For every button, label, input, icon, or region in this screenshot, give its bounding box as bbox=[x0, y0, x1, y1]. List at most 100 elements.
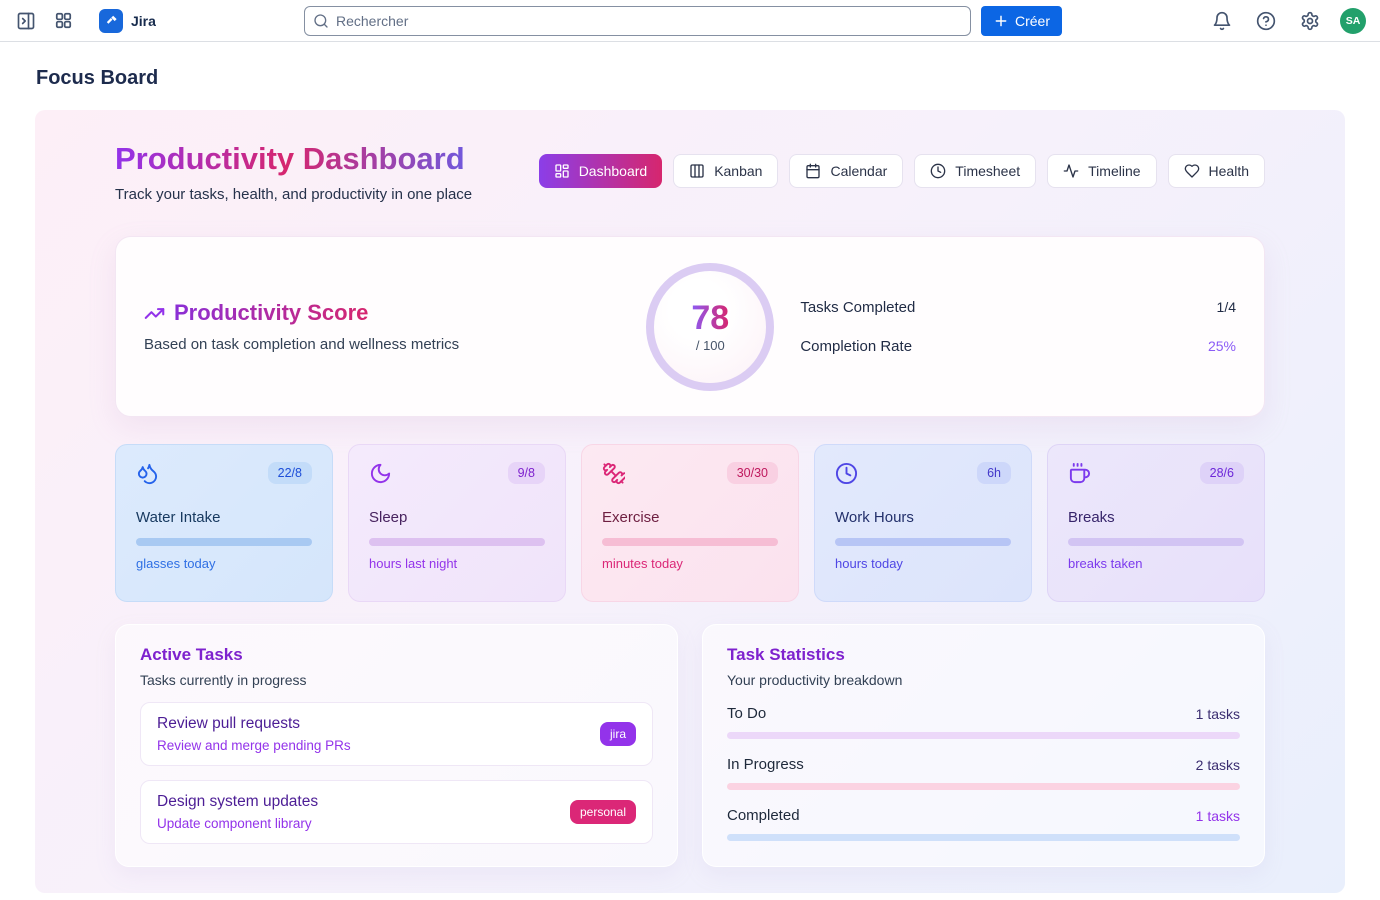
stats-value: 1 tasks bbox=[1195, 705, 1240, 722]
trending-up-icon bbox=[144, 303, 165, 324]
metric-card-water-intake[interactable]: 22/8 Water Intake glasses today bbox=[115, 444, 333, 602]
task-item-review-pull-requests[interactable]: Review pull requests Review and merge pe… bbox=[140, 702, 653, 766]
global-search bbox=[304, 5, 971, 36]
task-title: Design system updates bbox=[157, 793, 319, 810]
moon-icon bbox=[369, 462, 392, 485]
metric-progress-bar bbox=[835, 538, 1011, 546]
tab-calendar[interactable]: Calendar bbox=[789, 154, 904, 188]
stats-label: In Progress bbox=[727, 756, 804, 773]
score-value: 78 bbox=[691, 299, 730, 337]
metric-progress-bar bbox=[1068, 538, 1244, 546]
dashboard-subtitle: Track your tasks, health, and productivi… bbox=[115, 186, 473, 203]
productivity-score-card: Productivity Score Based on task complet… bbox=[115, 236, 1265, 417]
task-item-design-system-updates[interactable]: Design system updates Update component l… bbox=[140, 780, 653, 844]
tab-label: Timeline bbox=[1088, 163, 1141, 179]
task-tag-badge: personal bbox=[569, 800, 636, 824]
tab-timeline[interactable]: Timeline bbox=[1047, 154, 1157, 188]
metric-caption: minutes today bbox=[602, 556, 683, 571]
settings-button[interactable] bbox=[1296, 7, 1324, 35]
heart-icon bbox=[1184, 163, 1200, 179]
stat-tasks-completed: Tasks Completed 1/4 bbox=[800, 299, 1236, 316]
stats-label: To Do bbox=[727, 705, 767, 722]
calendar-icon bbox=[805, 163, 821, 179]
task-tag-badge: jira bbox=[599, 722, 636, 746]
clock-icon bbox=[835, 462, 858, 485]
metric-badge: 6h bbox=[977, 462, 1011, 484]
tab-timesheet[interactable]: Timesheet bbox=[914, 154, 1037, 188]
dashboard-heading-block: Productivity Dashboard Track your tasks,… bbox=[115, 140, 472, 203]
wellness-metrics-row: 22/8 Water Intake glasses today 9/8 Slee… bbox=[115, 444, 1265, 602]
sidebar-toggle-button[interactable] bbox=[12, 7, 40, 35]
kanban-columns-icon bbox=[689, 163, 705, 179]
tab-label: Dashboard bbox=[578, 163, 648, 179]
panel-toggle-icon bbox=[16, 11, 36, 31]
app-grid-icon bbox=[54, 11, 73, 30]
create-button-label: Créer bbox=[1015, 12, 1051, 29]
plus-icon bbox=[993, 13, 1009, 29]
stats-value: 1 tasks bbox=[1195, 807, 1240, 824]
metric-caption: breaks taken bbox=[1068, 556, 1143, 571]
stats-label: Completed bbox=[727, 807, 800, 824]
tab-label: Kanban bbox=[714, 163, 763, 179]
tab-dashboard[interactable]: Dashboard bbox=[538, 154, 663, 188]
droplets-icon bbox=[136, 462, 159, 485]
stats-progress-bar bbox=[727, 783, 1240, 790]
metric-card-breaks[interactable]: 28/6 Breaks breaks taken bbox=[1047, 444, 1265, 602]
score-denominator: / 100 bbox=[695, 338, 725, 353]
stat-row-completed: Completed 1 tasks bbox=[727, 807, 1240, 841]
jira-logo-icon bbox=[99, 8, 123, 33]
dumbbell-icon bbox=[602, 462, 625, 485]
clock-icon bbox=[930, 163, 946, 179]
tab-label: Health bbox=[1208, 163, 1249, 179]
help-button[interactable] bbox=[1252, 7, 1280, 35]
active-tasks-title: Active Tasks bbox=[140, 645, 243, 664]
metric-caption: hours last night bbox=[369, 556, 458, 571]
metric-badge: 30/30 bbox=[726, 462, 778, 484]
metric-card-exercise[interactable]: 30/30 Exercise minutes today bbox=[581, 444, 799, 602]
app-switcher-button[interactable] bbox=[50, 7, 77, 34]
dashboard-title: Productivity Dashboard bbox=[115, 140, 472, 177]
metric-card-work-hours[interactable]: 6h Work Hours hours today bbox=[814, 444, 1032, 602]
metric-card-sleep[interactable]: 9/8 Sleep hours last night bbox=[348, 444, 566, 602]
stat-row-in-progress: In Progress 2 tasks bbox=[727, 756, 1240, 790]
score-description: Based on task completion and wellness me… bbox=[144, 336, 460, 353]
search-input[interactable] bbox=[304, 5, 971, 36]
task-description: Review and merge pending PRs bbox=[157, 738, 351, 753]
score-circle: 78 / 100 bbox=[646, 262, 775, 391]
jira-brand[interactable]: Jira bbox=[99, 8, 156, 33]
top-navigation: Jira Créer SA bbox=[0, 0, 1380, 42]
metric-badge: 22/8 bbox=[267, 462, 312, 484]
app-name: Jira bbox=[131, 12, 156, 29]
task-statistics-card: Task Statistics Your productivity breakd… bbox=[702, 624, 1265, 867]
stat-completion-rate: Completion Rate 25% bbox=[800, 338, 1236, 355]
stat-value: 1/4 bbox=[1216, 299, 1236, 315]
stats-progress-bar bbox=[727, 732, 1240, 739]
active-tasks-card: Active Tasks Tasks currently in progress… bbox=[115, 624, 678, 867]
stat-row-todo: To Do 1 tasks bbox=[727, 705, 1240, 739]
score-heading: Productivity Score bbox=[174, 300, 369, 325]
stat-label: Completion Rate bbox=[800, 337, 913, 355]
layout-grid-icon bbox=[554, 163, 570, 179]
create-button[interactable]: Créer bbox=[981, 5, 1063, 36]
tab-label: Calendar bbox=[830, 163, 888, 179]
user-avatar[interactable]: SA bbox=[1340, 7, 1366, 34]
notifications-button[interactable] bbox=[1208, 7, 1236, 35]
question-circle-icon bbox=[1256, 11, 1276, 31]
activity-icon bbox=[1063, 163, 1079, 179]
tab-kanban[interactable]: Kanban bbox=[673, 154, 779, 188]
stats-progress-bar bbox=[727, 834, 1240, 841]
tab-label: Timesheet bbox=[955, 163, 1021, 179]
productivity-dashboard-panel: Productivity Dashboard Track your tasks,… bbox=[35, 110, 1345, 893]
view-tabs: Dashboard Kanban Calendar Timesheet bbox=[538, 154, 1265, 188]
tab-health[interactable]: Health bbox=[1167, 154, 1265, 188]
metric-progress-bar bbox=[369, 538, 545, 546]
metric-badge: 9/8 bbox=[507, 462, 545, 484]
metric-progress-bar bbox=[136, 538, 312, 546]
stat-value: 25% bbox=[1207, 338, 1236, 354]
stat-label: Tasks Completed bbox=[800, 298, 916, 316]
metric-title: Exercise bbox=[602, 509, 660, 526]
metric-title: Water Intake bbox=[136, 509, 221, 526]
metric-title: Work Hours bbox=[835, 509, 914, 526]
task-statistics-title: Task Statistics bbox=[727, 645, 845, 664]
metric-caption: hours today bbox=[835, 556, 903, 571]
